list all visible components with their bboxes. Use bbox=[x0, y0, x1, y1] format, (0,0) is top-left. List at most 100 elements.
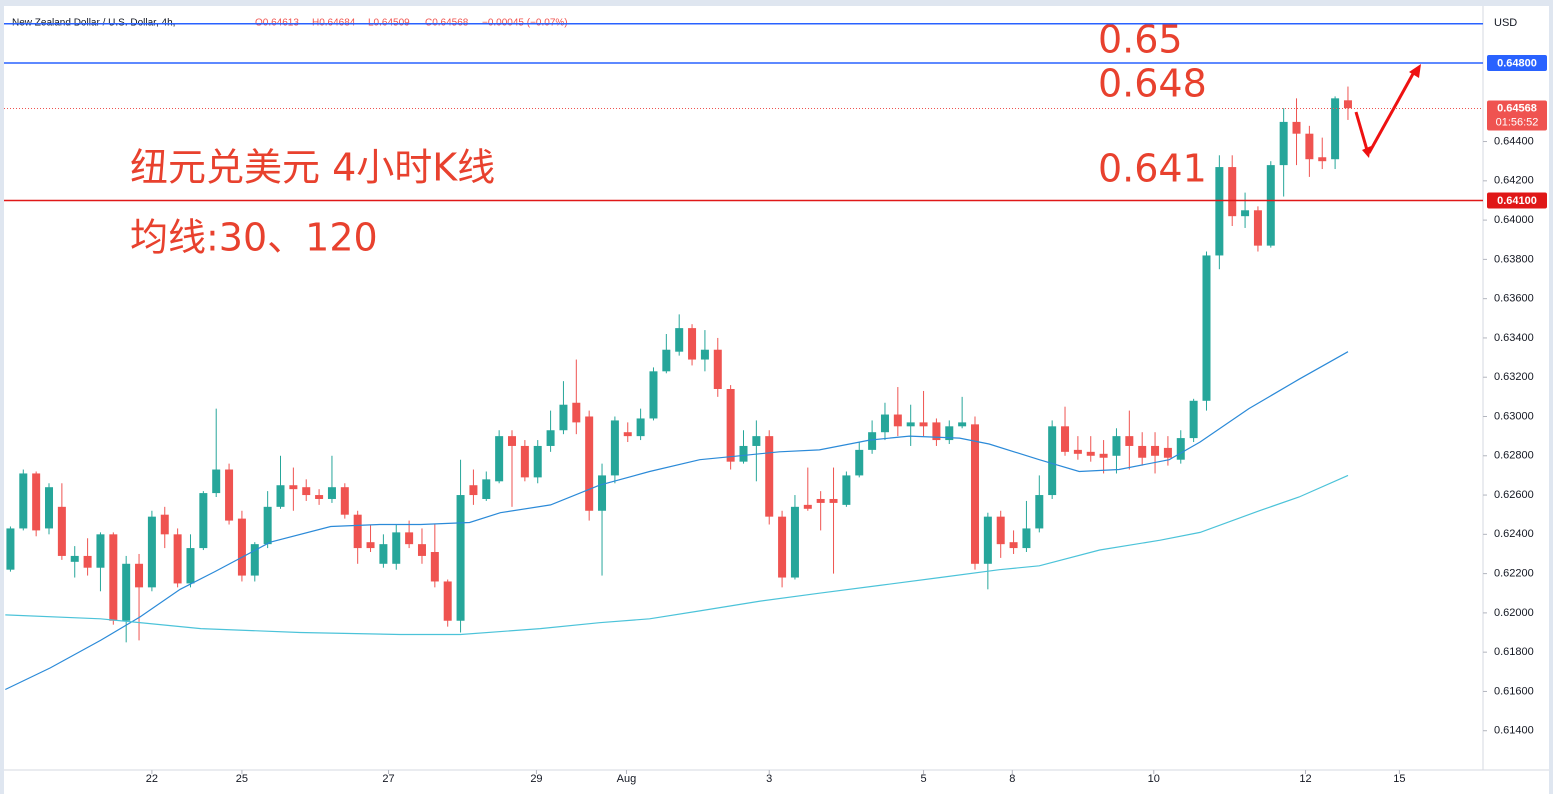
candle-body bbox=[765, 436, 773, 517]
candle-body bbox=[1190, 401, 1198, 438]
candle-body bbox=[212, 470, 220, 494]
price-label: 0.64100 bbox=[1497, 195, 1537, 207]
x-tick-label: 3 bbox=[766, 773, 772, 785]
candle-body bbox=[881, 415, 889, 433]
candle-body bbox=[688, 328, 696, 359]
candle-body bbox=[894, 415, 902, 427]
y-tick-label: 0.63400 bbox=[1494, 332, 1534, 344]
x-tick-label: 8 bbox=[1009, 773, 1015, 785]
candle-body bbox=[521, 446, 529, 477]
candle-body bbox=[534, 446, 542, 477]
candle-body bbox=[315, 495, 323, 499]
candle-body bbox=[559, 405, 567, 431]
annotation: 均线:30、120 bbox=[130, 216, 378, 260]
candle-body bbox=[238, 519, 246, 576]
y-tick-label: 0.62200 bbox=[1494, 568, 1534, 580]
candle-body bbox=[1318, 157, 1326, 161]
candle-body bbox=[71, 556, 79, 562]
candle-body bbox=[1010, 542, 1018, 548]
y-tick-label: 0.64000 bbox=[1494, 214, 1534, 226]
candle-body bbox=[984, 517, 992, 564]
candle-body bbox=[431, 552, 439, 581]
y-tick-label: 0.64400 bbox=[1494, 135, 1534, 147]
candle-body bbox=[624, 432, 632, 436]
candle-body bbox=[405, 532, 413, 544]
candle-body bbox=[572, 403, 580, 423]
candle-body bbox=[1305, 134, 1313, 160]
y-tick-label: 0.61800 bbox=[1494, 646, 1534, 658]
candle-body bbox=[392, 532, 400, 563]
candle-body bbox=[1344, 100, 1352, 108]
candle-body bbox=[1035, 495, 1043, 528]
candle-body bbox=[920, 422, 928, 426]
y-tick-label: 0.63200 bbox=[1494, 371, 1534, 383]
candle-body bbox=[495, 436, 503, 481]
candle-body bbox=[868, 432, 876, 450]
x-tick-label: 10 bbox=[1148, 773, 1160, 785]
y-tick-label: 0.62800 bbox=[1494, 450, 1534, 462]
x-tick-label: Aug bbox=[617, 773, 637, 785]
candle-body bbox=[58, 507, 66, 556]
y-tick-label: 0.61600 bbox=[1494, 685, 1534, 697]
candle-body bbox=[418, 544, 426, 556]
candle-body bbox=[1331, 98, 1339, 159]
candle-body bbox=[971, 424, 979, 563]
candle-body bbox=[1061, 426, 1069, 452]
candle-body bbox=[830, 499, 838, 503]
x-tick-label: 15 bbox=[1393, 773, 1405, 785]
candle-body bbox=[482, 479, 490, 499]
candle-body bbox=[84, 556, 92, 568]
candle-body bbox=[842, 475, 850, 504]
candle-body bbox=[45, 487, 53, 528]
candle-body bbox=[1074, 450, 1082, 454]
candle-body bbox=[727, 389, 735, 462]
candle-body bbox=[122, 564, 130, 621]
candle-body bbox=[907, 422, 915, 426]
candle-body bbox=[1241, 210, 1249, 216]
annotation: 纽元兑美元 4小时K线 bbox=[130, 146, 495, 190]
candle-body bbox=[264, 507, 272, 544]
candle-body bbox=[752, 436, 760, 446]
candle-body bbox=[1267, 165, 1275, 246]
y-tick-label: 0.64200 bbox=[1494, 175, 1534, 187]
candle-body bbox=[1125, 436, 1133, 446]
candle-body bbox=[19, 473, 27, 528]
candle-body bbox=[1254, 210, 1262, 245]
y-tick-label: 0.62600 bbox=[1494, 489, 1534, 501]
candle-body bbox=[186, 548, 194, 583]
candle-body bbox=[444, 581, 452, 620]
countdown: 01:56:52 bbox=[1496, 116, 1539, 128]
candle-body bbox=[1177, 438, 1185, 460]
candle-body bbox=[6, 528, 14, 569]
candle-body bbox=[469, 485, 477, 495]
candle-body bbox=[1202, 255, 1210, 400]
candle-body bbox=[1087, 452, 1095, 456]
candle-body bbox=[804, 505, 812, 509]
candle-body bbox=[96, 534, 104, 567]
y-tick-label: 0.61400 bbox=[1494, 725, 1534, 737]
candle-body bbox=[701, 350, 709, 360]
last-price-label: 0.64568 bbox=[1497, 102, 1537, 114]
chart-background bbox=[4, 6, 1549, 794]
candle-body bbox=[1293, 122, 1301, 134]
x-tick-label: 22 bbox=[146, 773, 158, 785]
candle-body bbox=[225, 470, 233, 521]
candle-body bbox=[1112, 436, 1120, 456]
candle-body bbox=[1164, 448, 1172, 458]
candle-body bbox=[1022, 528, 1030, 548]
candle-body bbox=[778, 517, 786, 578]
candle-body bbox=[997, 517, 1005, 544]
y-tick-label: 0.62400 bbox=[1494, 528, 1534, 540]
price-label: 0.64800 bbox=[1497, 57, 1537, 69]
candle-body bbox=[714, 350, 722, 389]
candle-body bbox=[740, 446, 748, 462]
candle-body bbox=[611, 420, 619, 475]
candle-body bbox=[302, 487, 310, 495]
candle-body bbox=[1215, 167, 1223, 255]
x-tick-label: 25 bbox=[236, 773, 248, 785]
candle-body bbox=[135, 564, 143, 588]
y-tick-label: 0.63600 bbox=[1494, 293, 1534, 305]
candle-body bbox=[1100, 454, 1108, 458]
candle-body bbox=[637, 418, 645, 436]
